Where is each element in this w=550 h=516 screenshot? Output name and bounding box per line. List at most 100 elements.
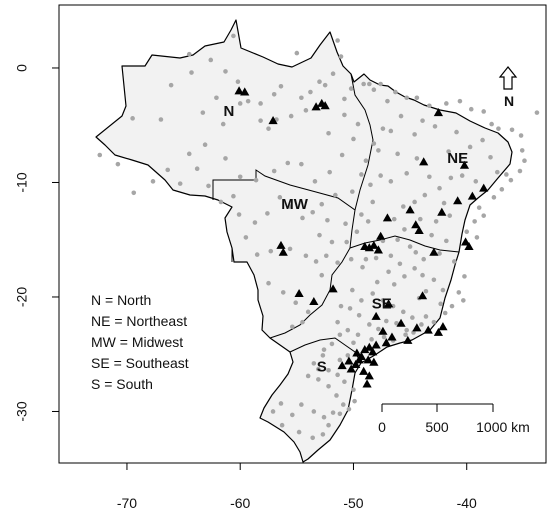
gray-point bbox=[360, 264, 365, 270]
gray-point bbox=[150, 179, 156, 184]
gray-point bbox=[404, 327, 409, 333]
gray-point bbox=[237, 101, 243, 106]
gray-point bbox=[158, 117, 164, 122]
gray-point bbox=[168, 82, 174, 88]
gray-point bbox=[206, 183, 211, 189]
gray-point bbox=[370, 199, 376, 205]
boundary-n-ne bbox=[350, 73, 374, 211]
gray-point bbox=[419, 322, 424, 327]
gray-point bbox=[462, 274, 467, 279]
gray-point bbox=[317, 79, 322, 85]
gray-point bbox=[271, 92, 277, 97]
gray-point bbox=[412, 199, 417, 205]
gray-point bbox=[473, 179, 479, 184]
black-triangle bbox=[363, 355, 373, 364]
gray-point bbox=[474, 235, 480, 240]
black-triangle bbox=[437, 207, 447, 216]
region-label-mw: MW bbox=[281, 196, 308, 213]
gray-point bbox=[431, 277, 437, 283]
legend-entry-south: S = South bbox=[91, 376, 153, 392]
black-triangle bbox=[417, 291, 428, 300]
gray-point bbox=[351, 340, 356, 346]
gray-point bbox=[448, 175, 454, 181]
gray-point bbox=[351, 136, 356, 142]
gray-point bbox=[404, 171, 409, 176]
gray-point bbox=[351, 387, 356, 393]
gray-point bbox=[402, 274, 407, 279]
black-triangle bbox=[268, 116, 278, 125]
y-tick-label: -20 bbox=[14, 287, 30, 307]
gray-point bbox=[407, 244, 413, 249]
gray-point bbox=[345, 353, 351, 358]
gray-point bbox=[509, 127, 515, 133]
gray-point bbox=[285, 160, 291, 166]
gray-point bbox=[504, 172, 509, 177]
black-triangle bbox=[378, 326, 388, 335]
gray-point bbox=[437, 185, 442, 191]
gray-point bbox=[414, 156, 420, 161]
gray-point bbox=[200, 110, 206, 115]
gray-point bbox=[279, 422, 285, 428]
gray-point bbox=[496, 126, 501, 131]
gray-point bbox=[342, 379, 347, 385]
gray-point bbox=[325, 217, 330, 223]
gray-point bbox=[432, 124, 438, 129]
gray-point bbox=[308, 89, 313, 95]
scale-bar: 0 500 1000 km bbox=[378, 403, 530, 435]
gray-point bbox=[258, 101, 263, 106]
gray-point bbox=[299, 161, 304, 167]
gray-point bbox=[312, 179, 318, 184]
gray-point bbox=[352, 398, 357, 404]
gray-point bbox=[231, 33, 236, 39]
gray-point bbox=[311, 361, 317, 366]
gray-point bbox=[355, 332, 361, 338]
gray-point bbox=[258, 118, 263, 123]
gray-point bbox=[429, 232, 434, 238]
y-tick-label: -10 bbox=[14, 172, 30, 192]
gray-point bbox=[214, 95, 219, 101]
gray-point bbox=[340, 402, 346, 407]
gray-point bbox=[423, 314, 429, 319]
x-axis: -70 -60 -50 -40 bbox=[117, 463, 477, 511]
gray-point bbox=[534, 110, 540, 115]
y-tick-label: 0 bbox=[14, 64, 30, 72]
region-label-se: SE bbox=[372, 295, 392, 312]
gray-point bbox=[444, 101, 449, 106]
legend-entry-southeast: SE = Southeast bbox=[91, 355, 189, 371]
gray-point bbox=[350, 189, 355, 194]
gray-point bbox=[456, 290, 462, 295]
gray-point bbox=[316, 377, 321, 382]
black-triangle bbox=[344, 356, 354, 365]
gray-point bbox=[442, 310, 448, 316]
gray-point bbox=[437, 251, 442, 256]
gray-point bbox=[202, 142, 208, 147]
gray-point bbox=[327, 169, 332, 175]
gray-point bbox=[186, 151, 192, 157]
gray-point bbox=[280, 290, 286, 295]
gray-point bbox=[339, 152, 345, 158]
black-triangle bbox=[419, 157, 429, 166]
gray-point bbox=[369, 337, 374, 342]
gray-point bbox=[347, 306, 353, 311]
gray-point bbox=[388, 253, 394, 259]
gray-point bbox=[368, 182, 373, 188]
gray-point bbox=[97, 152, 103, 158]
gray-point bbox=[476, 205, 482, 210]
gray-point bbox=[414, 95, 420, 101]
gray-point bbox=[451, 259, 457, 264]
gray-point bbox=[481, 109, 487, 114]
black-triangle bbox=[433, 327, 444, 336]
legend-entry-midwest: MW = Midwest bbox=[91, 334, 183, 350]
boundary-ne-se bbox=[349, 235, 460, 253]
gray-point bbox=[334, 393, 339, 398]
gray-point bbox=[254, 252, 260, 257]
gray-point bbox=[321, 347, 327, 352]
black-triangle bbox=[371, 340, 381, 349]
black-triangle bbox=[411, 220, 421, 229]
gray-point bbox=[423, 288, 429, 294]
gray-point bbox=[320, 432, 326, 437]
gray-point bbox=[278, 83, 284, 89]
gray-point bbox=[346, 406, 352, 412]
region-label-s: S bbox=[317, 358, 327, 375]
